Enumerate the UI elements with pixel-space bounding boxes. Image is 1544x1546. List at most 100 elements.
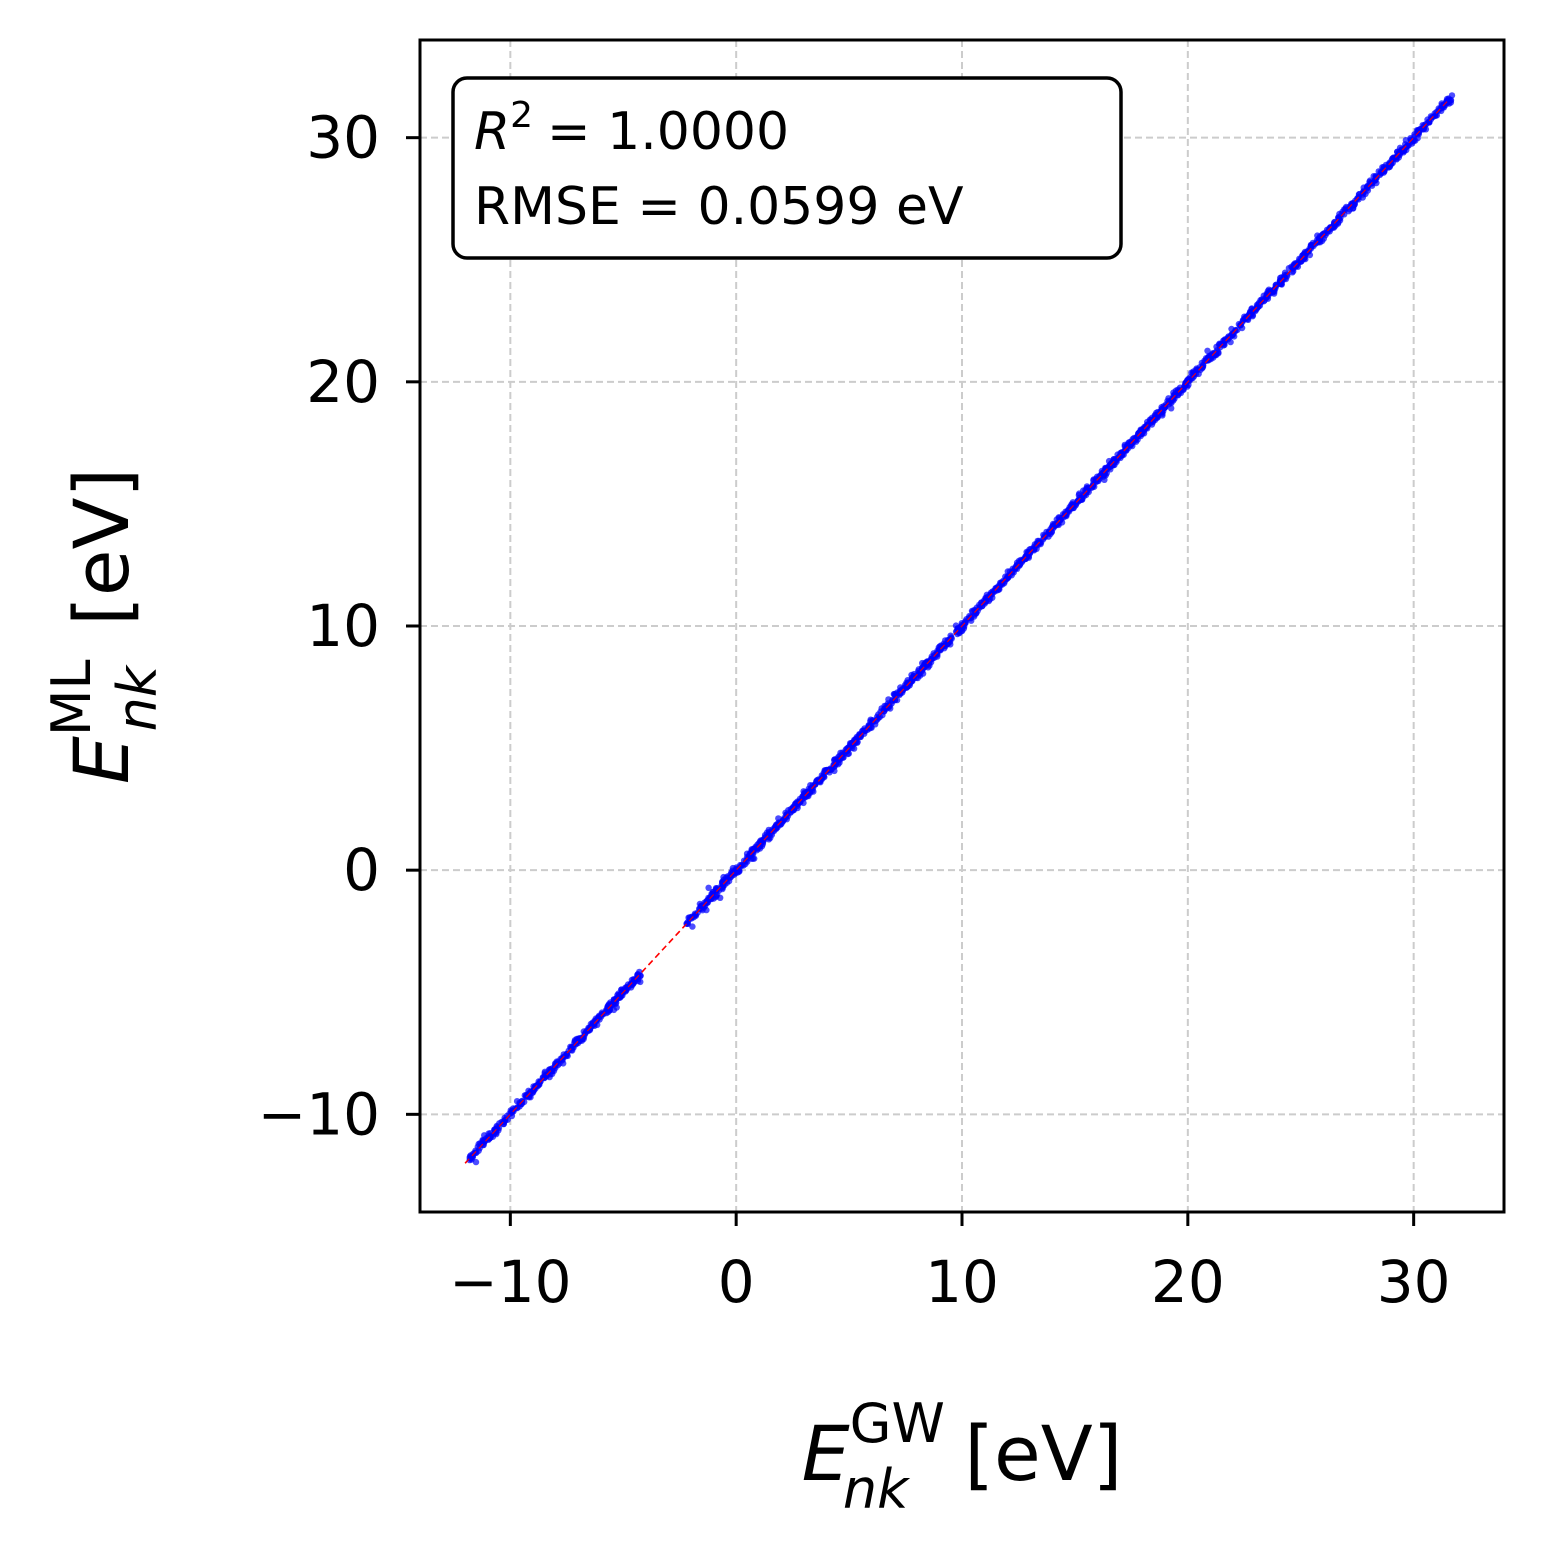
scatter-point [1204, 355, 1211, 362]
scatter-point [1372, 173, 1379, 180]
scatter-point [843, 745, 850, 752]
scatter-point [1270, 290, 1278, 297]
scatter-point [837, 749, 844, 756]
scatter-point [1193, 365, 1200, 372]
scatter-point [749, 855, 757, 862]
scatter-point [1160, 403, 1167, 410]
scatter-point [1091, 483, 1098, 490]
scatter-point [553, 1058, 560, 1065]
scatter-point [612, 1000, 619, 1008]
scatter-point [852, 739, 859, 746]
scatter-point [771, 827, 778, 834]
x-tick-label: 20 [1151, 1248, 1225, 1316]
y-axis-superscript: ML [40, 659, 103, 736]
scatter-point [1177, 389, 1185, 396]
scatter-point [1320, 230, 1327, 238]
scatter-point [903, 684, 910, 691]
scatter-point [1171, 395, 1178, 402]
scatter-point [725, 877, 733, 885]
scatter-point [1398, 148, 1406, 155]
scatter-point [844, 750, 851, 758]
scatter-point [623, 986, 630, 994]
scatter-point [1315, 239, 1322, 246]
scatter-point [850, 745, 858, 752]
scatter-point [1415, 127, 1422, 134]
scatter-point [698, 903, 705, 910]
scatter-point [935, 644, 942, 651]
annotation-box [451, 76, 1123, 260]
scatter-point [578, 1037, 586, 1044]
scatter-point [1165, 395, 1172, 402]
scatter-point [1147, 419, 1154, 427]
scatter-point [1078, 496, 1086, 503]
scatter-point [594, 1021, 601, 1028]
scatter-point [800, 788, 807, 795]
scatter-point [1165, 401, 1173, 408]
scatter-point [976, 601, 983, 609]
scatter-point [1047, 530, 1054, 538]
scatter-point [1172, 390, 1179, 397]
scatter-point [891, 692, 899, 699]
x-axis-superscript: GW [850, 1392, 945, 1455]
x-axis-label: EGW nk [eV] [802, 1392, 1123, 1521]
scatter-point [916, 669, 923, 677]
scatter-point [1330, 224, 1338, 231]
scatter-point [1375, 168, 1382, 175]
r2-value: = 1.0000 [547, 102, 789, 162]
scatter-point [1300, 251, 1308, 258]
scatter-point [562, 1053, 569, 1060]
y-tick-label: 20 [306, 348, 380, 416]
y-tick-label: 0 [343, 836, 380, 904]
scatter-point [466, 1156, 473, 1164]
scatter-point [486, 1135, 493, 1142]
scatter-point [705, 884, 712, 891]
scatter-point [1241, 315, 1248, 322]
x-axis-symbol: E [802, 1409, 850, 1498]
scatter-point [736, 867, 743, 875]
scatter-point [491, 1126, 498, 1133]
scatter-point [867, 718, 874, 725]
scatter-point [1264, 291, 1271, 298]
scatter-point [606, 1007, 613, 1014]
scatter-point [1309, 239, 1317, 247]
scatter-point [931, 654, 938, 661]
scatter-point [1210, 354, 1217, 361]
y-axis-unit: [eV] [57, 468, 146, 626]
scatter-point [720, 873, 727, 881]
scatter-point [822, 768, 829, 776]
scatter-point [910, 672, 918, 680]
scatter-point [1005, 574, 1012, 581]
scatter-point [1051, 522, 1058, 529]
scatter-point [989, 594, 996, 601]
scatter-point [1432, 112, 1439, 120]
scatter-point [983, 591, 991, 598]
scatter-point [1272, 281, 1279, 289]
scatter-point [1386, 163, 1393, 170]
y-ticks: −10 0 10 20 30 [258, 104, 420, 1148]
scatter-point [1249, 312, 1257, 319]
scatter-point [878, 705, 885, 712]
y-axis-subscript: nk [106, 663, 169, 731]
scatter-point [853, 733, 860, 741]
scatter-point [969, 608, 976, 615]
y-tick-label: 10 [306, 592, 380, 660]
scatter-point [983, 597, 990, 605]
scatter-point [472, 1158, 480, 1166]
reference-line-overlay [464, 100, 1448, 1164]
scatter-point [1444, 98, 1451, 106]
y-tick-label: 30 [306, 104, 380, 172]
x-axis-subscript: nk [843, 1458, 911, 1521]
scatter-point [1076, 490, 1083, 497]
scatter-point [1404, 142, 1411, 149]
scatter-point [1189, 374, 1196, 382]
scatter-point [1359, 191, 1367, 198]
r2-text: R2 = 1.0000 [474, 95, 789, 162]
scatter-point [956, 629, 963, 637]
scatter-point [713, 891, 721, 899]
y-tick-label: −10 [258, 1080, 380, 1148]
metrics-annotation: R2 = 1.0000 RMSE = 0.0599 eV [451, 76, 1123, 260]
scatter-point [481, 1132, 488, 1139]
scatter-point [719, 883, 727, 890]
scatter-point [684, 920, 692, 927]
